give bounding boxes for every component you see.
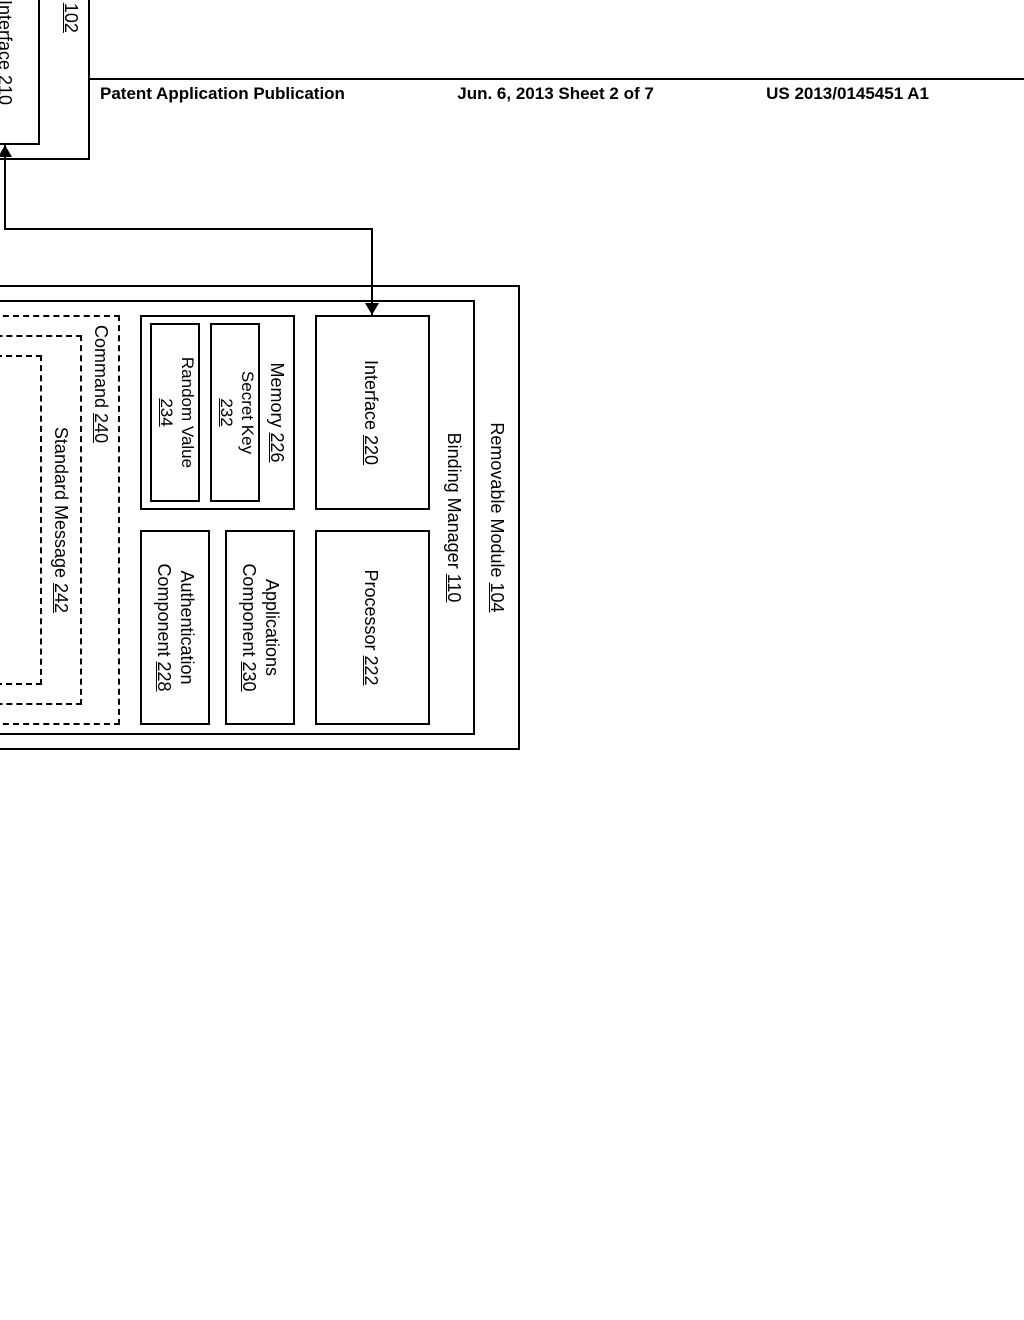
standard-message-label: Standard Message 242 — [50, 335, 73, 705]
diagram: Access Terminal 102 Communications Compo… — [100, 160, 940, 1170]
rm-memory-label: Memory 226 — [266, 315, 289, 510]
removable-module-title: Removable Module 104 — [486, 285, 509, 750]
rm-interface-label: Interface 220 — [360, 315, 383, 510]
page: Patent Application Publication Jun. 6, 2… — [0, 0, 1024, 1320]
arrowhead-left-icon — [0, 145, 12, 157]
command-label: Command 240 — [90, 325, 113, 443]
access-terminal-title: Access Terminal 102 — [60, 0, 83, 160]
rm-applications-label: Applications Component 230 — [238, 530, 283, 725]
diagram-rotated: Access Terminal 102 Communications Compo… — [0, 0, 520, 750]
secret-key-label: Secret Key 232 — [216, 323, 259, 502]
arrow-seg1 — [4, 145, 6, 230]
at-interface-label: Interface 210 — [0, 0, 16, 145]
arrowhead-right-icon — [365, 303, 379, 315]
random-value-label: Random Value 234 — [156, 323, 199, 502]
rm-processor-label: Processor 222 — [360, 530, 383, 725]
header-right: US 2013/0145451 A1 — [766, 84, 929, 104]
arrow-seg3 — [371, 228, 373, 315]
binding-manager-title: Binding Manager 110 — [443, 300, 466, 735]
arrow-seg2 — [4, 228, 373, 230]
command-qualifier-box — [0, 355, 42, 685]
rm-auth-label: Authentication Component 228 — [153, 530, 198, 725]
